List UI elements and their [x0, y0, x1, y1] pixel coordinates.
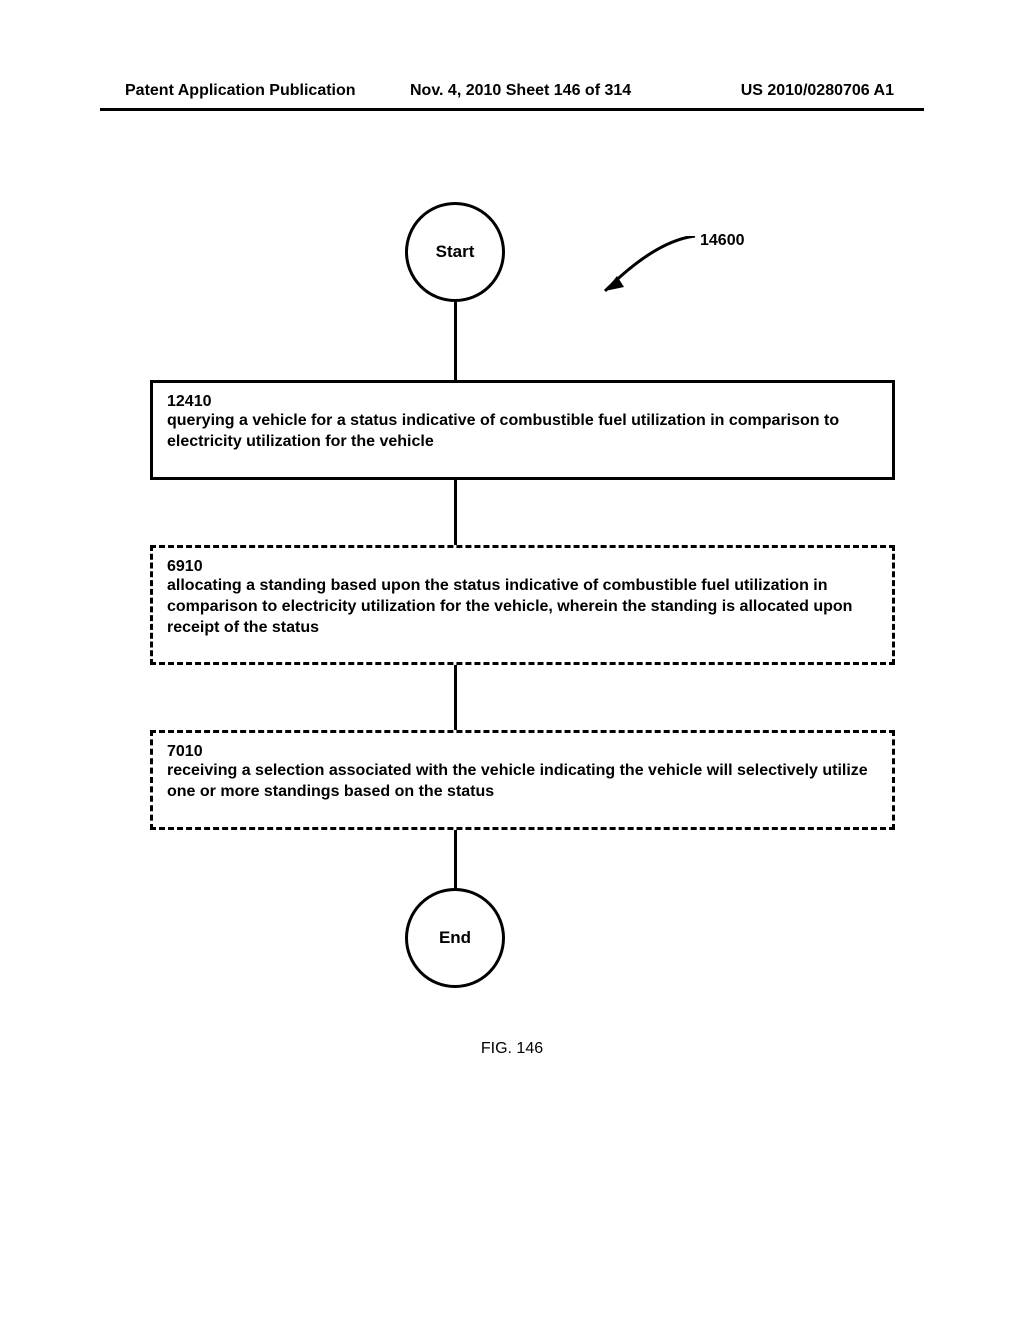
connector-line	[454, 830, 457, 888]
header-rule	[100, 108, 924, 111]
connector-line	[454, 480, 457, 545]
figure-caption: FIG. 146	[0, 1040, 1024, 1058]
step-text: querying a vehicle for a status indicati…	[167, 411, 878, 453]
flowchart-step-6910: 6910allocating a standing based upon the…	[150, 545, 895, 665]
step-number: 7010	[167, 743, 878, 761]
header-right: US 2010/0280706 A1	[741, 82, 894, 100]
connector-line	[454, 302, 457, 380]
reference-arrow	[590, 236, 700, 306]
header-left: Patent Application Publication	[125, 82, 356, 100]
flowchart-step-12410: 12410querying a vehicle for a status ind…	[150, 380, 895, 480]
step-number: 6910	[167, 558, 878, 576]
step-text: allocating a standing based upon the sta…	[167, 576, 878, 638]
header-middle: Nov. 4, 2010 Sheet 146 of 314	[410, 82, 631, 100]
end-node: End	[405, 888, 505, 988]
step-text: receiving a selection associated with th…	[167, 761, 878, 803]
start-node: Start	[405, 202, 505, 302]
step-number: 12410	[167, 393, 878, 411]
figure-reference-number: 14600	[700, 232, 745, 250]
end-label: End	[439, 928, 471, 948]
start-label: Start	[436, 242, 475, 262]
flowchart-step-7010: 7010receiving a selection associated wit…	[150, 730, 895, 830]
connector-line	[454, 665, 457, 730]
